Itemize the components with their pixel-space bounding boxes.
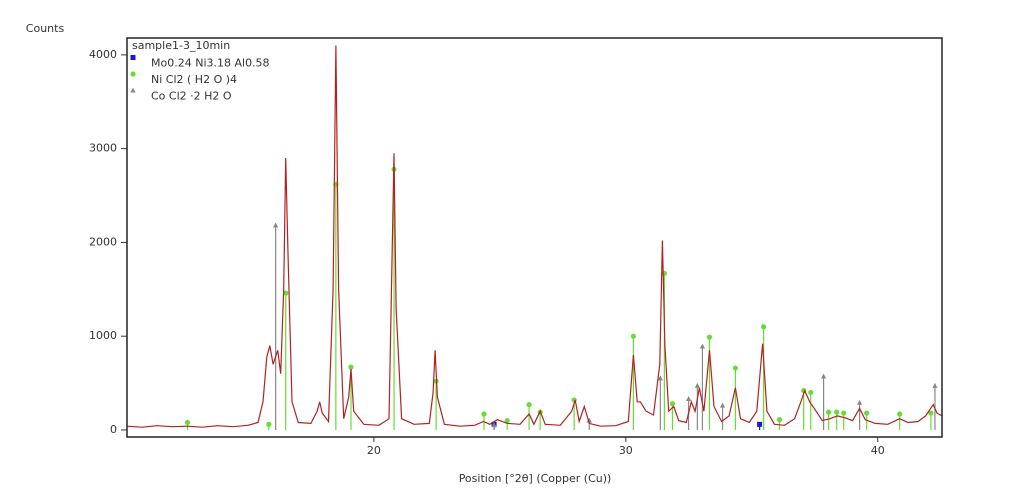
- marker: [504, 417, 510, 424]
- marker: [897, 411, 903, 417]
- marker: [841, 410, 847, 416]
- marker: [526, 402, 532, 408]
- marker: [481, 411, 487, 417]
- y-tick-label: 4000: [89, 48, 117, 61]
- marker: [657, 375, 663, 381]
- marker: [694, 382, 700, 388]
- marker: [706, 334, 713, 340]
- y-tick-label: 1000: [89, 329, 117, 342]
- marker: [685, 396, 692, 402]
- x-tick-label: 40: [871, 444, 885, 457]
- marker: [732, 365, 739, 371]
- legend-label: Mo0.24 Ni3.18 Al0.58: [151, 57, 270, 70]
- marker: [757, 421, 763, 427]
- legend-marker: [130, 71, 136, 77]
- marker: [266, 421, 272, 427]
- marker: [491, 422, 497, 428]
- legend-marker: [130, 55, 136, 60]
- marker: [776, 417, 783, 423]
- marker: [348, 364, 354, 370]
- legend-label: Co Cl2 ·2 H2 O: [151, 90, 232, 103]
- legend-title: sample1-3_10min: [132, 39, 230, 52]
- marker: [857, 399, 863, 405]
- y-tick-label: 2000: [89, 235, 117, 248]
- marker: [586, 417, 592, 423]
- y-axis-label: Counts: [26, 22, 65, 35]
- marker: [761, 324, 767, 330]
- y-tick-label: 3000: [89, 142, 117, 155]
- marker: [273, 222, 279, 228]
- marker: [834, 409, 840, 415]
- marker: [283, 290, 289, 296]
- legend-marker: [130, 87, 136, 93]
- x-tick-label: 20: [367, 444, 381, 457]
- marker: [719, 402, 726, 408]
- x-axis-label: Position [°2θ] (Copper (Cu)): [459, 472, 612, 485]
- pattern-line: [126, 45, 943, 428]
- marker: [928, 410, 934, 416]
- marker: [630, 333, 636, 339]
- marker: [699, 343, 706, 349]
- marker: [826, 409, 832, 415]
- marker: [184, 419, 191, 426]
- marker: [864, 410, 870, 416]
- marker: [669, 401, 676, 407]
- y-tick-label: 0: [110, 423, 117, 436]
- marker: [820, 373, 827, 379]
- x-tick-label: 30: [619, 444, 633, 457]
- legend-label: Ni Cl2 ( H2 O )4: [151, 73, 237, 86]
- plot-frame: [126, 37, 943, 438]
- marker: [808, 389, 814, 396]
- marker: [932, 382, 938, 388]
